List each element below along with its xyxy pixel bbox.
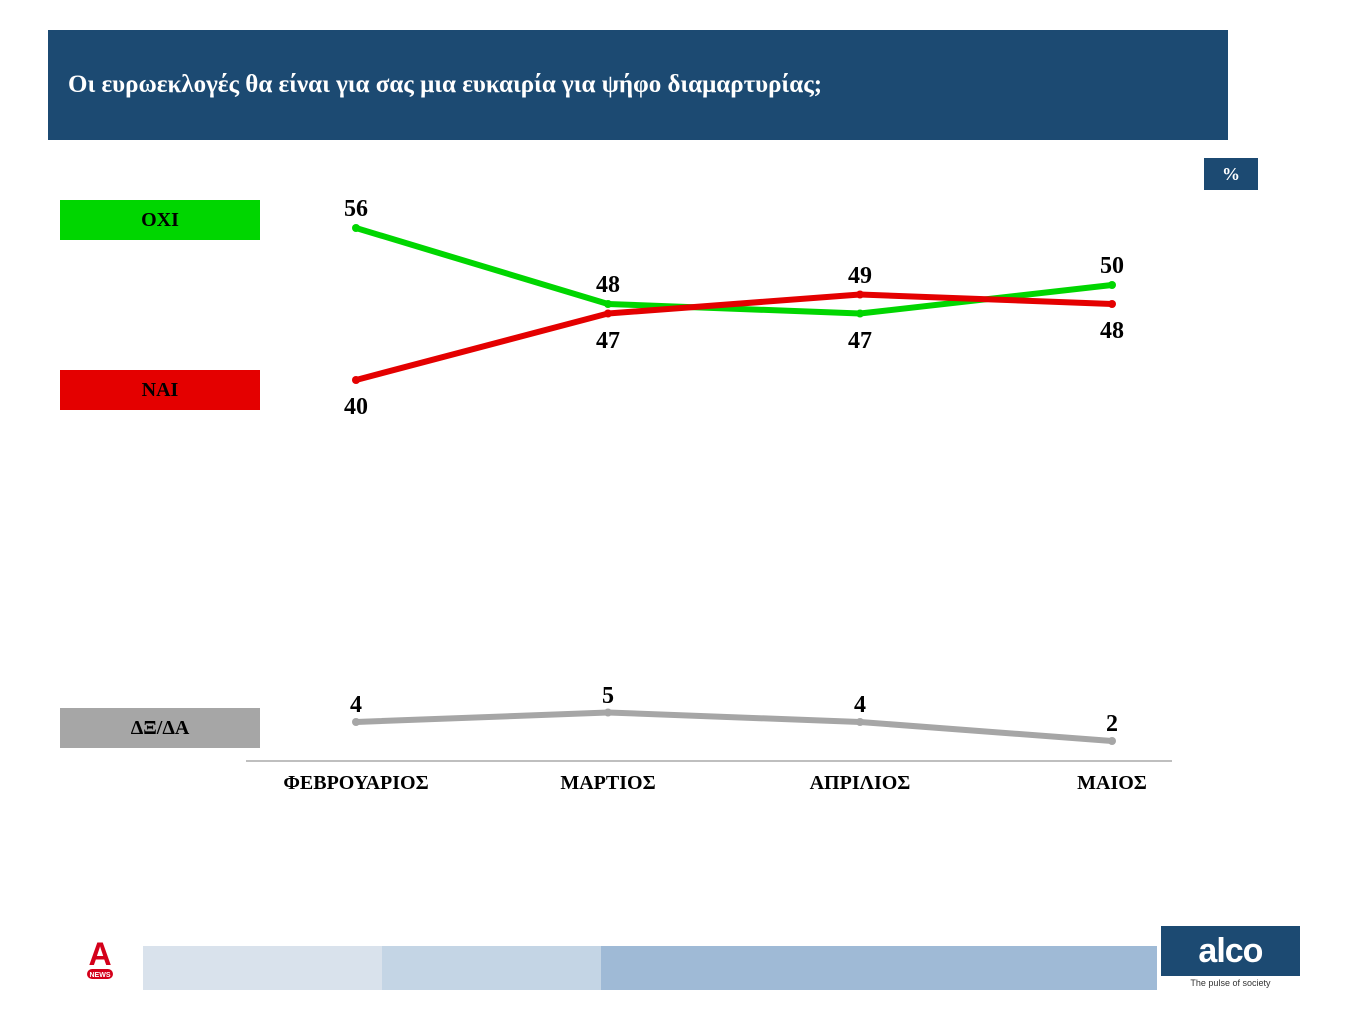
data-label: 4 [350, 692, 362, 719]
data-point [604, 310, 612, 318]
alco-logo: alcoThe pulse of society [1161, 924, 1300, 990]
footer-color-block [382, 946, 601, 990]
data-point [856, 291, 864, 299]
x-axis-label: ΦΕΒΡΟΥΑΡΙΟΣ [283, 772, 428, 795]
percent-badge: % [1204, 158, 1258, 190]
data-label: 40 [344, 394, 368, 421]
data-label: 56 [344, 196, 368, 223]
footer-color-block [143, 946, 381, 990]
data-point [1108, 300, 1116, 308]
data-label: 48 [596, 272, 620, 299]
data-point [1108, 737, 1116, 745]
legend-ΔΞ/ΔΑ: ΔΞ/ΔΑ [60, 708, 260, 748]
header-bar: Οι ευρωεκλογές θα είναι για σας μια ευκα… [48, 30, 1228, 140]
x-axis-label: ΜΑΙΟΣ [1077, 772, 1147, 795]
data-label: 47 [848, 328, 872, 355]
data-point [1108, 281, 1116, 289]
data-label: 4 [854, 692, 866, 719]
legend-ΟΧΙ: ΟΧΙ [60, 200, 260, 240]
x-axis-label: ΜΑΡΤΙΟΣ [560, 772, 655, 795]
data-point [856, 718, 864, 726]
data-point [352, 224, 360, 232]
x-axis-label: ΑΠΡΙΛΙΟΣ [810, 772, 911, 795]
series-line [356, 713, 1112, 742]
footer-color-block [601, 946, 1157, 990]
x-axis-line [246, 760, 1172, 762]
legend-ΝΑΙ: ΝΑΙ [60, 370, 260, 410]
data-label: 2 [1106, 711, 1118, 738]
footer-bar: ANEWS alcoThe pulse of society [60, 920, 1300, 990]
data-label: 50 [1100, 253, 1124, 280]
data-point [604, 300, 612, 308]
data-point [856, 310, 864, 318]
data-label: 48 [1100, 318, 1124, 345]
page-title: Οι ευρωεκλογές θα είναι για σας μια ευκα… [68, 71, 822, 99]
line-chart: ΦΕΒΡΟΥΑΡΙΟΣΜΑΡΤΙΟΣΑΠΡΙΛΙΟΣΜΑΙΟΣΟΧΙ564847… [60, 190, 1170, 790]
data-point [352, 718, 360, 726]
svg-text:NEWS: NEWS [89, 972, 110, 979]
data-point [352, 376, 360, 384]
data-label: 47 [596, 328, 620, 355]
data-label: 49 [848, 263, 872, 290]
alpha-news-logo: ANEWS [60, 930, 139, 990]
svg-text:A: A [88, 936, 111, 972]
data-point [604, 709, 612, 717]
data-label: 5 [602, 683, 614, 710]
percent-label: % [1222, 164, 1240, 185]
